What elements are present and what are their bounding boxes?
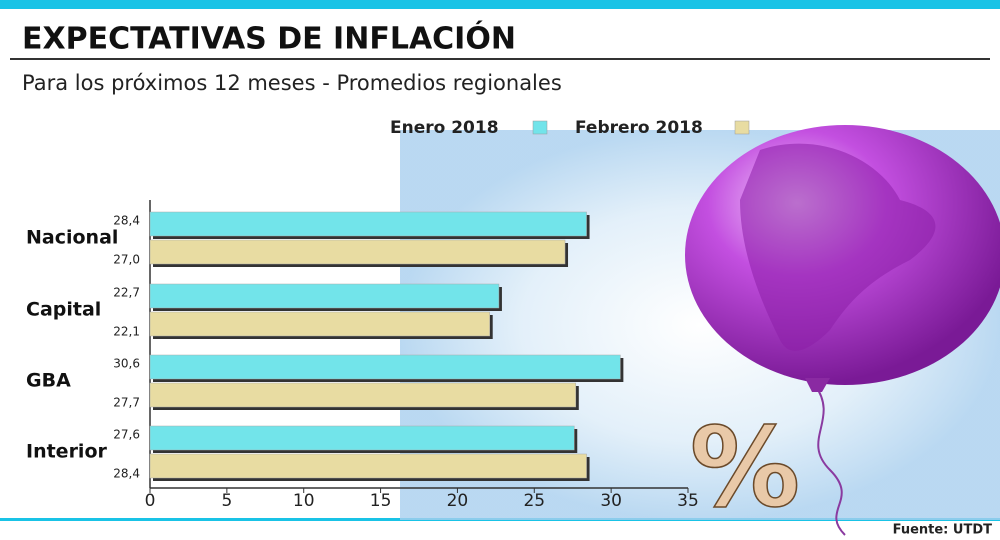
category-label: Capital (26, 299, 101, 321)
category-label: Nacional (26, 227, 118, 249)
chart-title: EXPECTATIVAS DE INFLACIÓN (22, 20, 516, 57)
value-label: 22,1 (113, 325, 140, 339)
x-tick-label: 0 (145, 491, 156, 511)
title-rule (10, 58, 990, 60)
value-label: 27,6 (113, 428, 140, 442)
bar (149, 283, 500, 309)
source: Fuente: UTDT (893, 523, 993, 538)
category-label: GBA (26, 370, 71, 392)
legend-swatch (532, 120, 548, 135)
value-label: 27,0 (113, 253, 140, 267)
value-label: 28,4 (113, 467, 140, 481)
value-label: 22,7 (113, 286, 140, 300)
balloon (685, 125, 1000, 536)
percent-symbol: % (690, 403, 800, 531)
bar (149, 425, 575, 451)
x-tick-label: 5 (221, 491, 232, 511)
legend-label: Enero 2018 (390, 118, 499, 138)
map-shape (740, 143, 936, 351)
bar (149, 311, 490, 337)
x-tick-label: 30 (600, 491, 622, 511)
x-tick-label: 35 (677, 491, 699, 511)
bar (149, 211, 587, 237)
bar (149, 382, 577, 408)
chart-subtitle: Para los próximos 12 meses - Promedios r… (22, 71, 562, 95)
top-stripe (0, 0, 1000, 9)
balloon-string (814, 384, 846, 536)
bar (149, 354, 621, 380)
value-label: 30,6 (113, 357, 140, 371)
legend-swatch (734, 120, 750, 135)
x-tick-label: 20 (447, 491, 469, 511)
x-tick-label: 25 (523, 491, 545, 511)
bar (149, 453, 587, 479)
legend-label: Febrero 2018 (575, 118, 703, 138)
category-label: Interior (26, 441, 108, 463)
value-label: 28,4 (113, 214, 140, 228)
x-tick-label: 15 (370, 491, 392, 511)
balloon-knot (805, 378, 830, 392)
value-label: 27,7 (113, 396, 140, 410)
x-tick-label: 10 (293, 491, 315, 511)
bar (149, 239, 566, 265)
